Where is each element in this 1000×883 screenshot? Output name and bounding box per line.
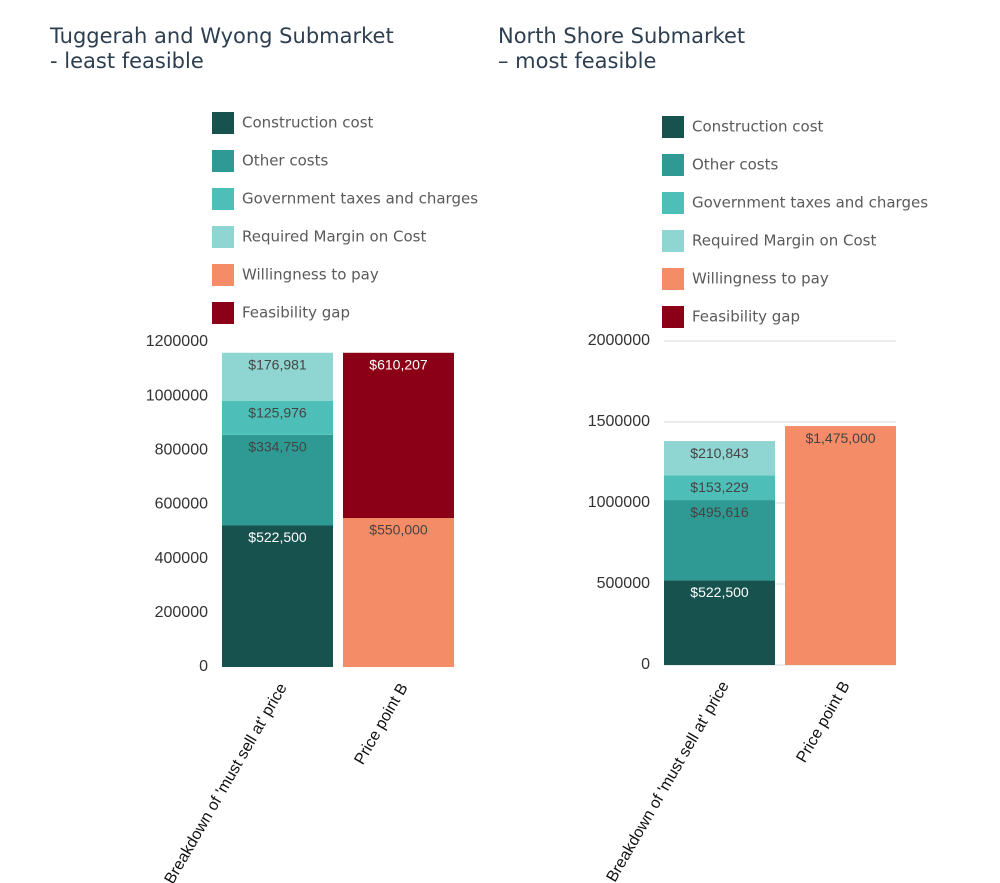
chart-title: – most feasible — [498, 49, 656, 73]
bar-segment — [785, 426, 896, 665]
y-tick-label: 200000 — [155, 604, 208, 621]
value-label: $495,616 — [690, 504, 749, 520]
bar-segment — [222, 525, 333, 667]
legend-label: Construction cost — [242, 114, 374, 132]
legend-label: Government taxes and charges — [692, 194, 928, 212]
legend-label: Other costs — [242, 152, 328, 170]
y-tick-label: 2000000 — [588, 332, 650, 349]
chart-title: Tuggerah and Wyong Submarket — [49, 24, 394, 48]
y-tick-label: 0 — [641, 656, 650, 673]
bar-segment — [664, 580, 775, 665]
legend-label: Other costs — [692, 156, 778, 174]
legend-label: Willingness to pay — [692, 270, 829, 288]
legend-swatch — [212, 112, 234, 134]
y-tick-label: 1000000 — [146, 387, 208, 404]
value-label: $334,750 — [248, 439, 307, 455]
legend-label: Government taxes and charges — [242, 190, 478, 208]
bar-segment — [343, 518, 454, 667]
chart-title: - least feasible — [50, 49, 204, 73]
legend-swatch — [662, 116, 684, 138]
legend-swatch — [662, 192, 684, 214]
legend-swatch — [212, 302, 234, 324]
legend-label: Required Margin on Cost — [242, 228, 426, 246]
value-label: $153,229 — [690, 479, 749, 495]
legend-label: Construction cost — [692, 118, 824, 136]
value-label: $176,981 — [248, 356, 307, 372]
bar-segment — [664, 441, 775, 476]
legend-swatch — [662, 154, 684, 176]
x-tick-label: Price point B — [794, 679, 854, 766]
legend-swatch — [212, 226, 234, 248]
y-tick-label: 1500000 — [588, 413, 650, 430]
chart-title: North Shore Submarket — [498, 24, 745, 48]
legend-label: Feasibility gap — [692, 308, 800, 326]
legend-label: Required Margin on Cost — [692, 232, 876, 250]
y-tick-label: 500000 — [597, 575, 650, 592]
bar-segment — [222, 434, 333, 526]
value-label: $125,976 — [248, 404, 307, 420]
value-label: $610,207 — [369, 356, 428, 372]
value-label: $522,500 — [248, 529, 307, 545]
legend-swatch — [662, 268, 684, 290]
bar-segment — [343, 352, 454, 519]
legend-swatch — [662, 230, 684, 252]
value-label: $550,000 — [369, 522, 428, 538]
legend-swatch — [212, 188, 234, 210]
bar-segment — [664, 500, 775, 581]
y-tick-label: 400000 — [155, 550, 208, 567]
bar-segment — [664, 475, 775, 501]
bar-segment — [222, 352, 333, 401]
value-label: $1,475,000 — [805, 430, 875, 446]
value-label: $522,500 — [690, 584, 749, 600]
legend-swatch — [662, 306, 684, 328]
legend-swatch — [212, 150, 234, 172]
y-tick-label: 0 — [199, 658, 208, 675]
y-tick-label: 600000 — [155, 496, 208, 513]
y-tick-label: 1000000 — [588, 494, 650, 511]
legend-swatch — [212, 264, 234, 286]
y-tick-label: 800000 — [155, 442, 208, 459]
bar-segment — [222, 400, 333, 435]
legend-label: Feasibility gap — [242, 304, 350, 322]
x-tick-label: Breakdown of 'must sell at' price — [162, 681, 291, 883]
x-tick-label: Breakdown of 'must sell at' price — [604, 679, 733, 883]
y-tick-label: 1200000 — [146, 333, 208, 350]
value-label: $210,843 — [690, 445, 749, 461]
legend-label: Willingness to pay — [242, 266, 379, 284]
x-tick-label: Price point B — [352, 681, 412, 768]
